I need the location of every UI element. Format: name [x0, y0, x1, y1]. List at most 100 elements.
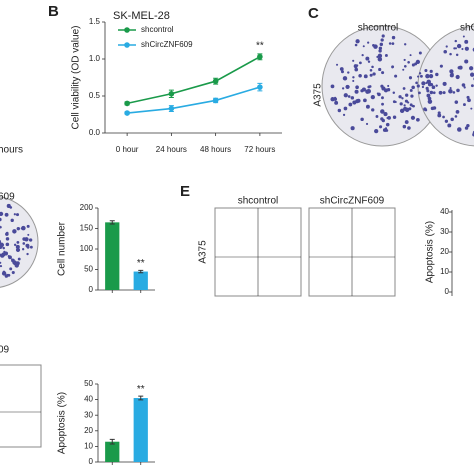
colony: [375, 115, 379, 118]
colony: [463, 103, 466, 107]
y-tick-label: 30: [84, 410, 93, 419]
colony: [0, 264, 3, 268]
legend-marker: [124, 27, 130, 33]
colony: [456, 88, 460, 93]
colony: [0, 239, 2, 244]
colony: [416, 84, 420, 88]
colony: [9, 267, 13, 271]
panel-letter: E: [180, 183, 190, 200]
colony: [401, 97, 404, 100]
y-tick-label: 10: [440, 267, 449, 276]
y-tick-label: 50: [84, 265, 93, 274]
colony: [350, 126, 355, 131]
colony: [2, 270, 6, 274]
y-tick-label: 50: [84, 379, 93, 388]
colony: [392, 91, 396, 95]
y-tick-label: 150: [80, 224, 94, 233]
colony: [469, 66, 474, 71]
colony: [427, 99, 433, 104]
colony: [455, 53, 459, 57]
colony: [29, 245, 33, 249]
colony: [410, 115, 416, 120]
colony: [0, 242, 5, 248]
colony: [407, 101, 410, 104]
y-tick-label: 20: [440, 247, 449, 256]
colony: [352, 59, 355, 62]
colony: [14, 263, 19, 268]
colony: [405, 93, 409, 97]
colony: [28, 238, 33, 242]
colony: [17, 257, 21, 261]
colony: [439, 64, 443, 68]
colony: [5, 242, 10, 247]
line: [127, 86, 261, 114]
colony: [377, 53, 383, 59]
colony: [402, 87, 406, 90]
colony: [437, 113, 442, 118]
colony: [464, 39, 469, 44]
colony: [418, 72, 422, 75]
column-label: shCircZNF609: [320, 196, 385, 207]
colony: [366, 88, 371, 94]
colony: [469, 72, 474, 77]
colony: [425, 81, 428, 84]
colony: [449, 52, 452, 56]
annotation: **: [137, 258, 145, 269]
y-axis-label: Cell viability (OD value): [71, 26, 82, 130]
point: [124, 110, 130, 116]
colony: [26, 245, 30, 249]
colony: [4, 212, 9, 217]
y-tick-label: 10: [84, 442, 93, 451]
colony: [470, 107, 473, 110]
error-bar: [109, 220, 115, 225]
colony: [464, 46, 469, 51]
colony: [384, 112, 388, 116]
colony: [384, 54, 388, 57]
colony: [398, 95, 402, 99]
colony: [378, 67, 382, 72]
colony: [408, 107, 412, 111]
colony: [426, 79, 431, 85]
colony: [461, 47, 464, 51]
y-axis-label: Cell number: [57, 221, 68, 276]
colony: [454, 115, 458, 118]
legend-label: shcontrol: [141, 25, 174, 34]
colony: [438, 90, 443, 95]
colony: [376, 92, 379, 95]
bar: [105, 222, 120, 290]
colony: [334, 100, 339, 105]
flow-plot: [0, 364, 42, 448]
point: [257, 84, 263, 90]
colony: [347, 71, 350, 74]
colony: [428, 73, 434, 79]
colony: [424, 108, 428, 112]
colony: [376, 55, 379, 58]
colony: [411, 85, 415, 90]
colony: [455, 110, 460, 114]
colony: [404, 120, 409, 124]
colony: [361, 53, 364, 57]
colony: [11, 270, 15, 275]
colony: [352, 76, 355, 79]
colony: [0, 226, 2, 229]
colony: [454, 47, 457, 50]
colony: [26, 224, 30, 228]
colony: [4, 274, 9, 278]
y-tick-label: 0: [445, 287, 450, 296]
y-tick-label: 0.5: [89, 91, 101, 100]
colony: [449, 69, 454, 74]
colony: [0, 253, 5, 258]
colony: [345, 84, 350, 89]
bar: [133, 271, 148, 290]
colony: [399, 102, 403, 106]
colony: [10, 218, 14, 223]
colony: [449, 87, 452, 90]
colony: [365, 56, 370, 61]
colony: [0, 217, 2, 222]
colony: [435, 72, 439, 77]
colony: [333, 96, 337, 100]
colony: [377, 56, 383, 62]
colony: [330, 84, 335, 89]
colony: [358, 74, 362, 78]
y-tick-label: 200: [80, 203, 94, 212]
